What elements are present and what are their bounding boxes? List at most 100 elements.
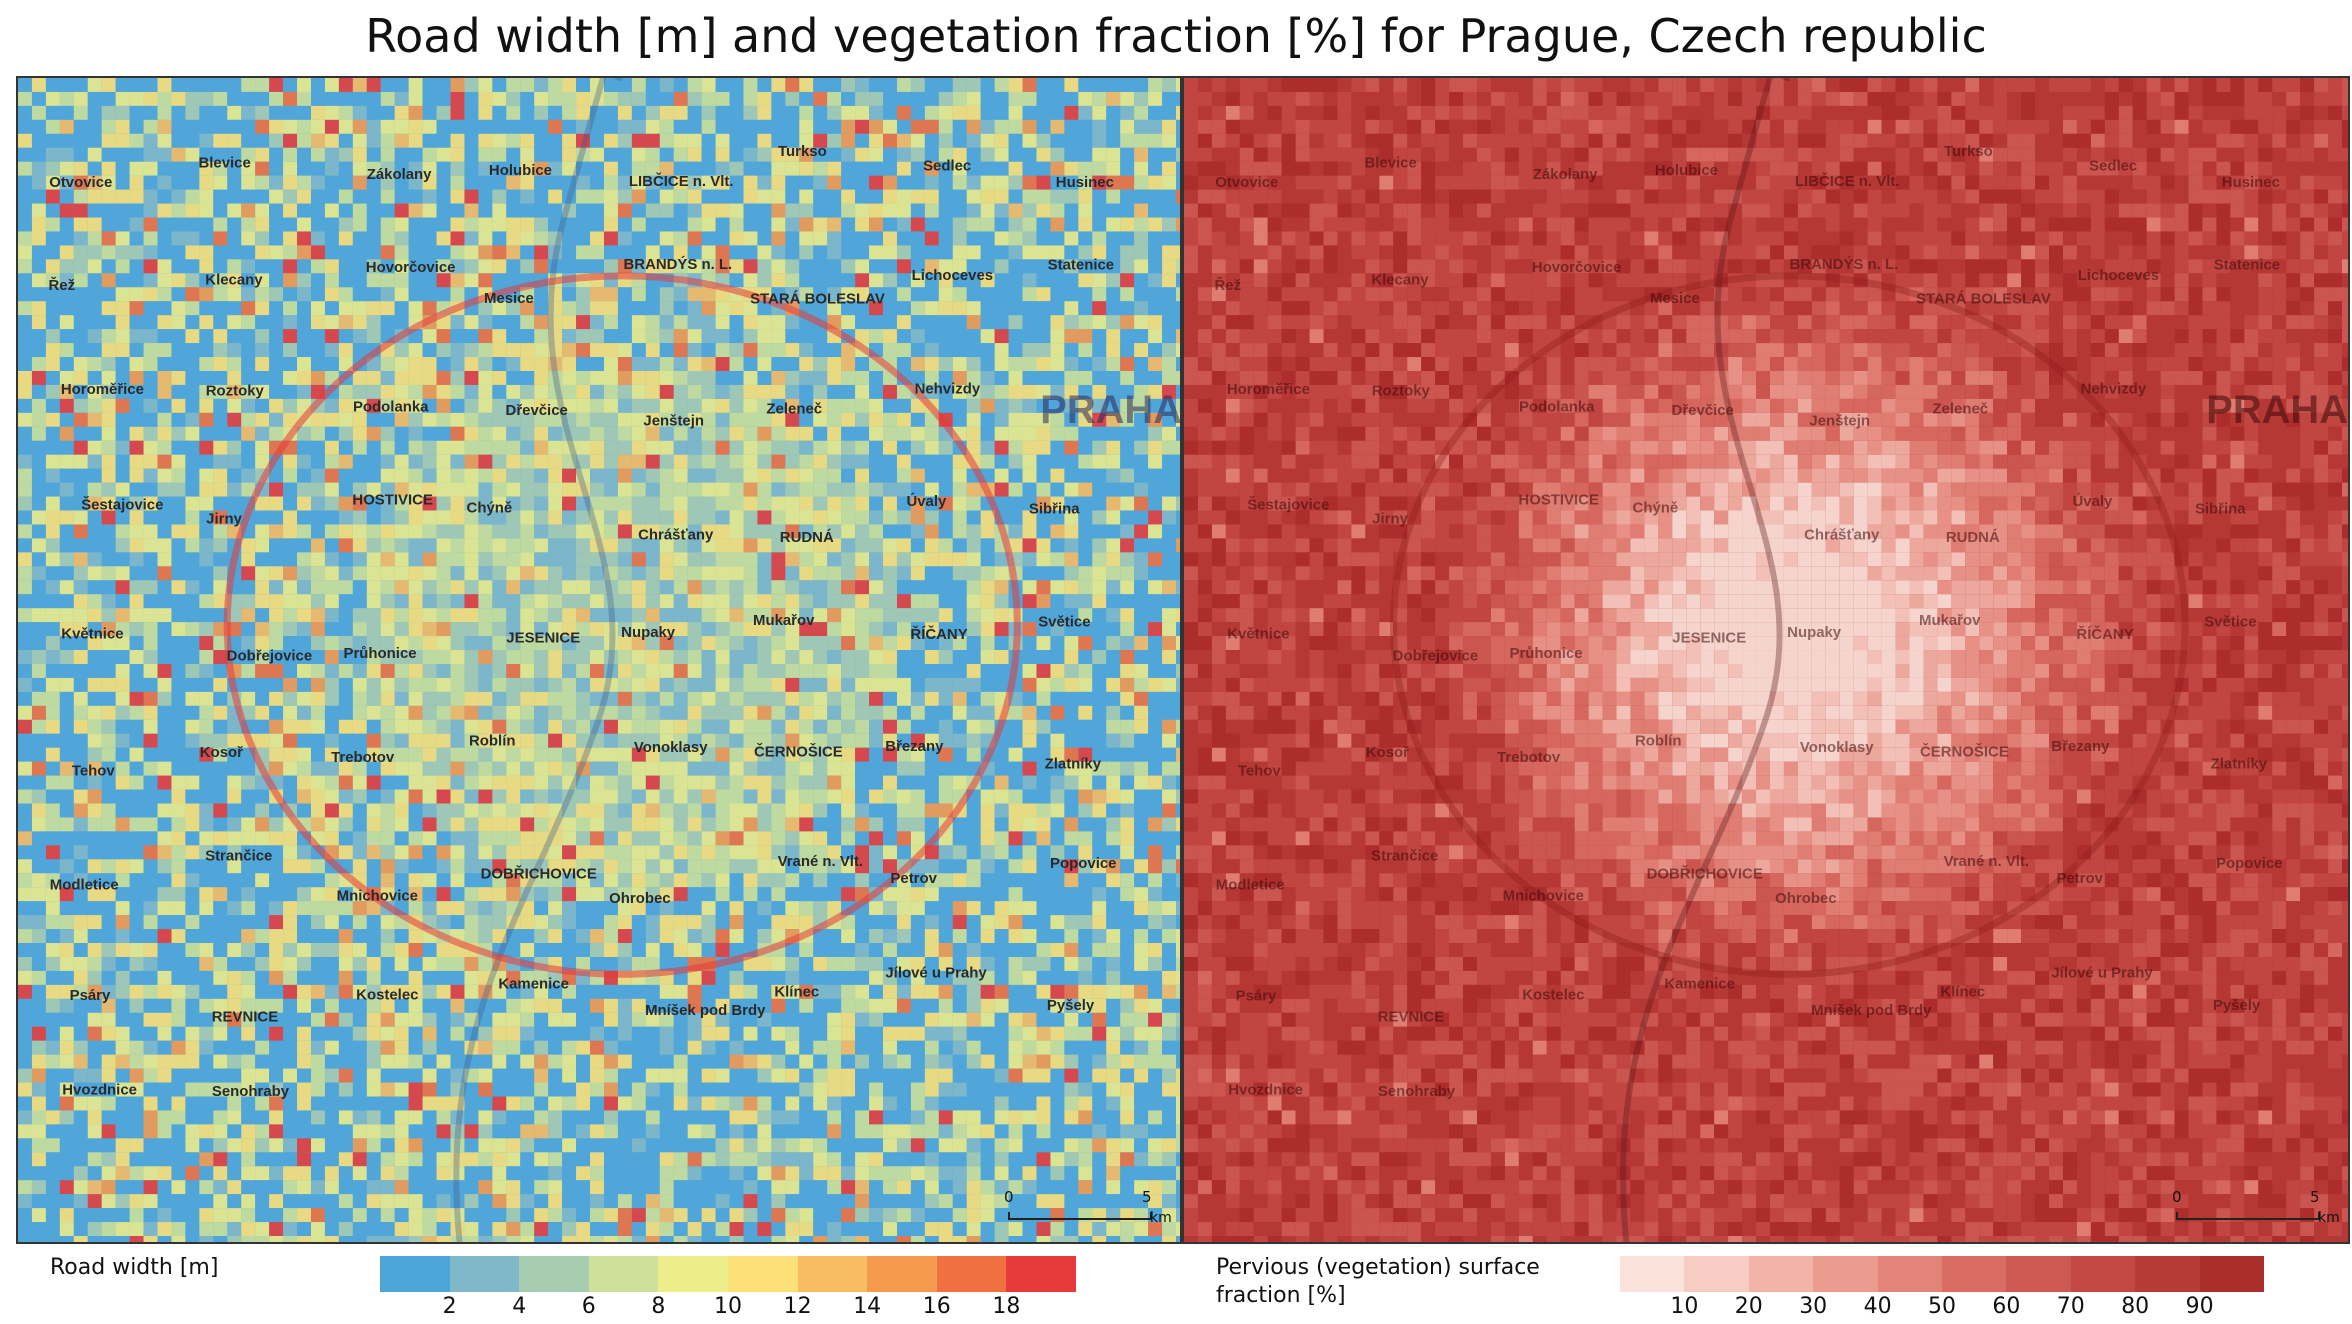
raster-cell (143, 594, 158, 609)
raster-cell (645, 524, 660, 539)
raster-cell (1064, 803, 1079, 818)
raster-cell (255, 287, 270, 302)
raster-cell (241, 105, 256, 120)
raster-cell (338, 329, 353, 344)
raster-cell (631, 287, 646, 302)
raster-cell (338, 761, 353, 776)
raster-cell (338, 622, 353, 637)
raster-cell (645, 147, 660, 162)
raster-cell (436, 789, 451, 804)
raster-cell (576, 663, 591, 678)
raster-cell (1106, 566, 1121, 581)
raster-cell (883, 440, 897, 455)
raster-cell (1092, 91, 1107, 106)
raster-cell (631, 398, 646, 413)
raster-cell (45, 189, 60, 204)
raster-cell (924, 622, 939, 637)
raster-cell (520, 343, 535, 358)
raster-cell (185, 901, 200, 916)
raster-cell (18, 496, 32, 511)
raster-cell (157, 161, 172, 176)
raster-cell (729, 552, 744, 567)
raster-cell (729, 412, 744, 427)
raster-cell (617, 259, 632, 274)
raster-cell (297, 287, 311, 302)
raster-cell (520, 538, 535, 553)
raster-cell (687, 831, 702, 846)
raster-cell (408, 580, 423, 595)
raster-cell (185, 677, 200, 692)
raster-cell (143, 91, 158, 106)
raster-cell (1008, 538, 1023, 553)
raster-cell (1036, 217, 1051, 232)
raster-cell (1078, 147, 1093, 162)
raster-cell (199, 524, 214, 539)
raster-cell (1162, 636, 1177, 651)
raster-cell (45, 147, 60, 162)
raster-cell (701, 859, 716, 874)
raster-cell (45, 384, 60, 399)
raster-cell (827, 566, 842, 581)
raster-cell (1050, 203, 1065, 218)
raster-cell (422, 747, 437, 762)
raster-cell (31, 357, 46, 371)
raster-cell (143, 287, 158, 302)
raster-cell (603, 287, 618, 302)
raster-cell (199, 273, 214, 288)
raster-cell (366, 329, 381, 344)
raster-cell (1008, 719, 1023, 734)
raster-cell (994, 370, 1009, 385)
raster-cell (213, 147, 228, 162)
raster-cell (715, 594, 730, 609)
raster-cell (45, 217, 60, 232)
raster-cell (520, 580, 535, 595)
raster-cell (994, 133, 1009, 148)
raster-cell (380, 426, 395, 441)
raster-cell (813, 887, 828, 902)
raster-cell (548, 775, 563, 790)
raster-cell (910, 301, 925, 316)
raster-cell (101, 273, 116, 288)
raster-cell (576, 78, 591, 92)
raster-cell (827, 189, 842, 204)
raster-cell (841, 482, 856, 497)
raster-cell (18, 650, 32, 664)
raster-cell (45, 78, 60, 92)
raster-cell (785, 747, 800, 762)
raster-cell (1064, 594, 1079, 609)
raster-cell (352, 245, 367, 260)
raster-cell (394, 301, 409, 316)
raster-cell (673, 761, 688, 776)
raster-cell (841, 217, 856, 232)
raster-cell (87, 594, 102, 609)
raster-cell (115, 91, 130, 106)
raster-cell (1078, 552, 1093, 567)
raster-cell (576, 803, 591, 818)
raster-cell (310, 245, 325, 260)
raster-cell (715, 873, 730, 888)
raster-cell (45, 817, 60, 832)
raster-cell (297, 552, 311, 567)
raster-cell (827, 301, 842, 316)
raster-cell (855, 203, 870, 218)
raster-cell (255, 538, 270, 553)
raster-cell (45, 468, 60, 483)
raster-cell (506, 622, 521, 637)
raster-cell (1078, 650, 1093, 664)
raster-cell (869, 496, 884, 511)
raster-cell (590, 357, 604, 371)
raster-cell (743, 761, 758, 776)
raster-cell (143, 315, 158, 330)
raster-cell (422, 873, 437, 888)
raster-cell (771, 357, 786, 371)
raster-cell (171, 273, 186, 288)
raster-cell (590, 440, 604, 455)
raster-cell (590, 845, 604, 860)
raster-cell (450, 873, 465, 888)
raster-cell (506, 733, 521, 748)
raster-cell (129, 775, 144, 790)
raster-cell (659, 412, 674, 427)
raster-cell (910, 663, 925, 678)
raster-cell (687, 259, 702, 274)
raster-cell (729, 775, 744, 790)
